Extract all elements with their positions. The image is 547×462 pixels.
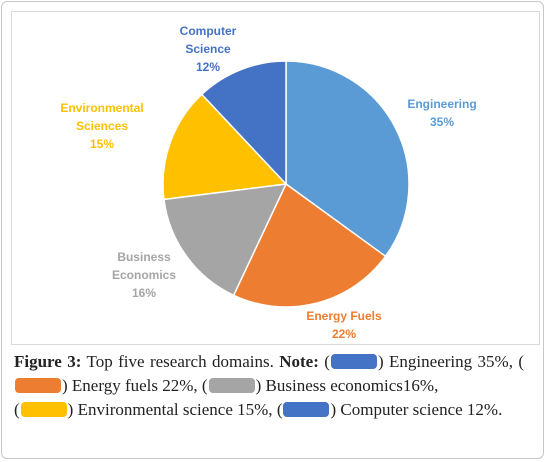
legend-swatch-business-economics [208, 378, 255, 393]
pie-slice-environmental-sciences [162, 93, 288, 201]
slice-label-environmental-sciences: Environmental Sciences 15% [60, 101, 143, 151]
slice-label-computer-science: Computer Science 12% [180, 24, 237, 74]
slice-label-business-economics: Business Economics 16% [112, 250, 176, 300]
slice-label-engineering: Engineering 35% [407, 97, 476, 129]
figure-caption: Figure 3: Top five research domains. Not… [14, 350, 524, 422]
chart-area: Engineering 35% Energy Fuels 22% Business Eco… [11, 11, 540, 345]
legend-swatch-computer-science [283, 402, 330, 417]
legend-item-energy-fuels: () Energy fuels 22%, [14, 352, 524, 395]
legend-swatch-energy-fuels [15, 378, 61, 393]
pie-slice-business-economics [163, 183, 288, 297]
legend-item-environmental-science: () Environmental science 15%, [14, 400, 273, 419]
caption-text: Top five research domains. [81, 352, 280, 371]
pie-slice-computer-science [200, 60, 287, 186]
legend-item-business-economics: () Business economics16%, [197, 376, 439, 395]
legend-item-engineering: () Engineering 35%, [318, 352, 513, 371]
slice-label-energy-fuels: Energy Fuels 22% [306, 309, 382, 341]
legend-swatch-environmental-science [20, 402, 67, 417]
pie-chart: Engineering 35% Energy Fuels 22% Business Eco… [60, 24, 476, 341]
figure-label: Figure 3: [14, 352, 82, 371]
note-label: Note: [279, 352, 319, 371]
legend-swatch-engineering [330, 354, 377, 369]
legend-item-computer-science: () Computer science 12%. [272, 400, 503, 419]
pie-slice-engineering [285, 60, 410, 258]
